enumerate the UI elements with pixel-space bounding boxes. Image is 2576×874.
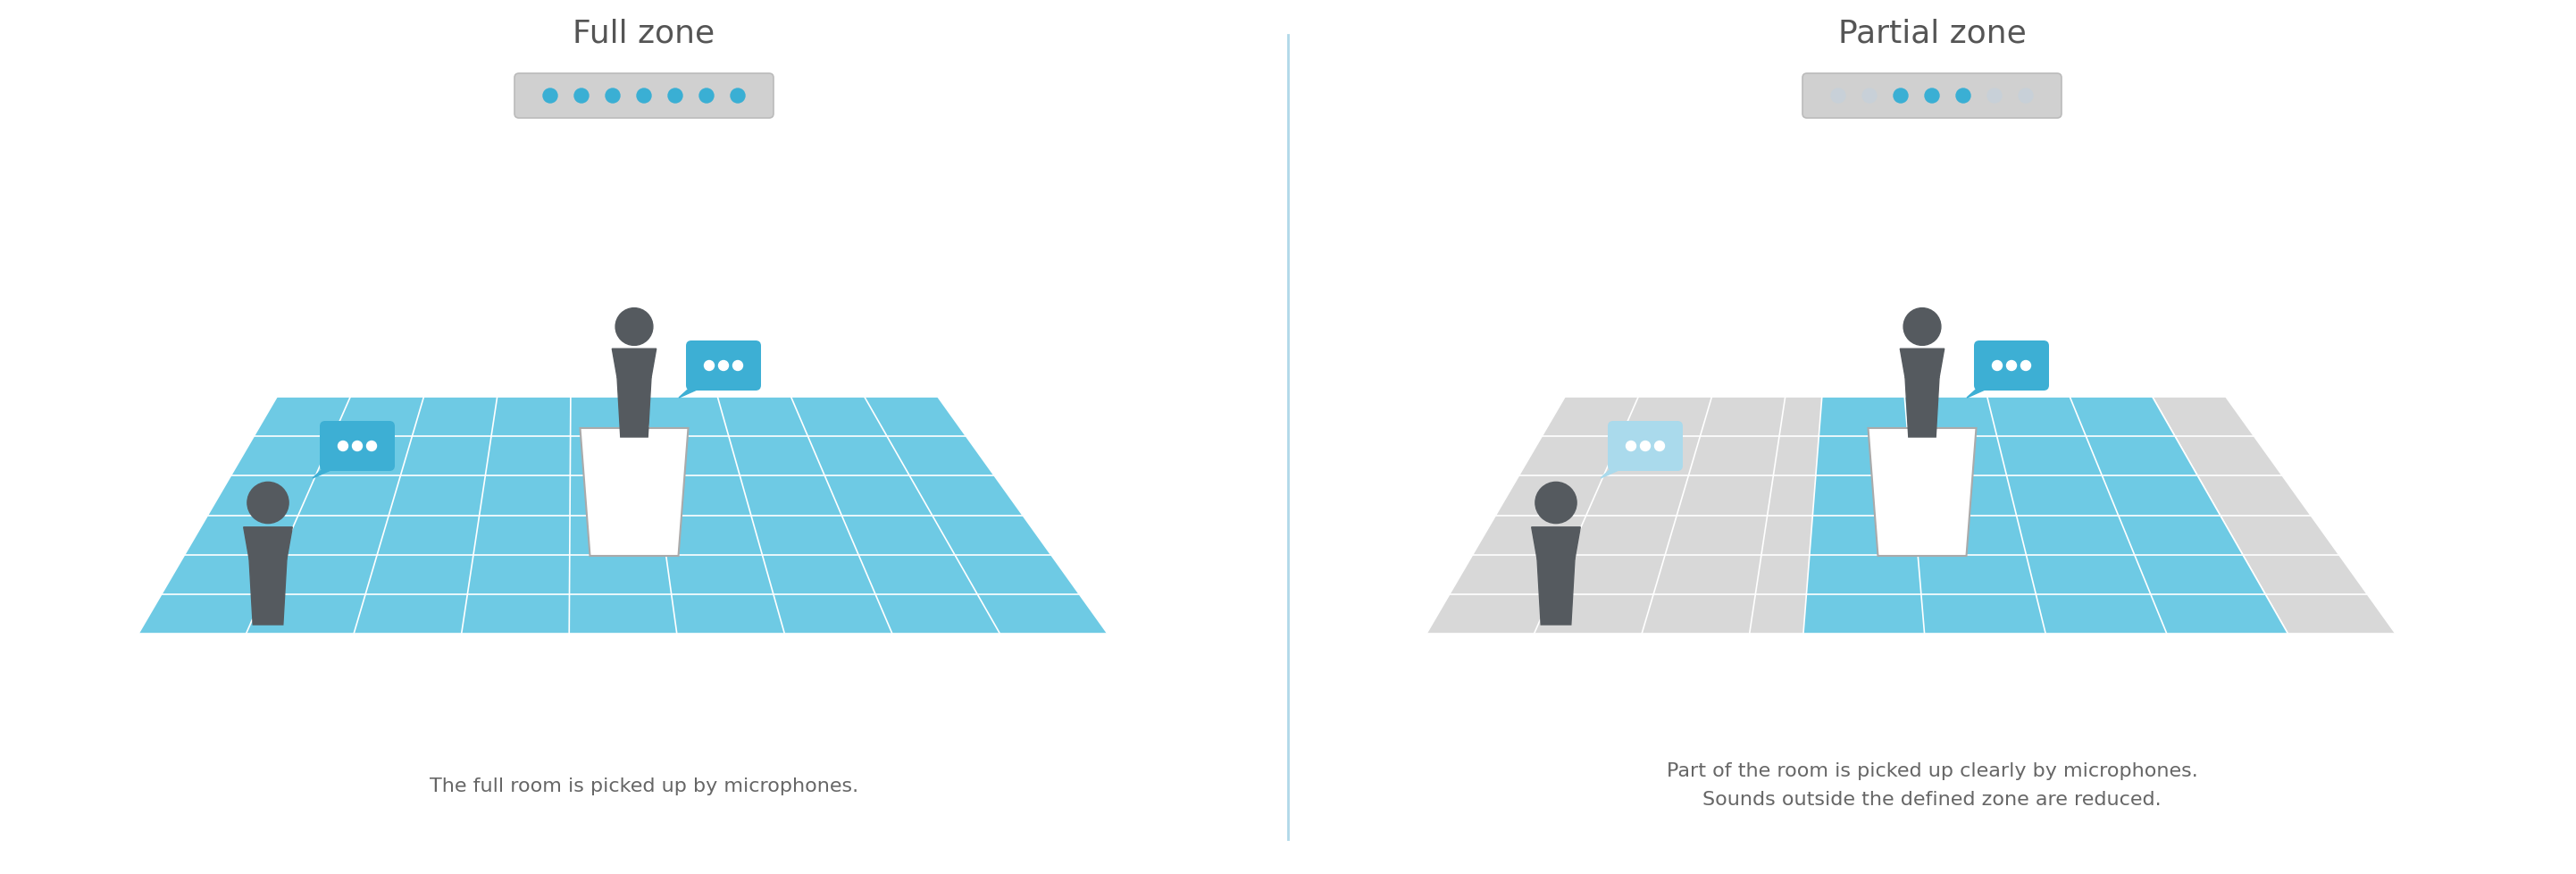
- Circle shape: [616, 309, 652, 346]
- Circle shape: [667, 89, 683, 103]
- Circle shape: [1832, 89, 1844, 103]
- Text: The full room is picked up by microphones.: The full room is picked up by microphone…: [430, 777, 858, 794]
- Text: Full zone: Full zone: [572, 18, 716, 49]
- FancyBboxPatch shape: [685, 341, 760, 391]
- Polygon shape: [1968, 382, 1999, 399]
- Polygon shape: [139, 398, 1108, 634]
- Circle shape: [1641, 441, 1651, 451]
- Circle shape: [1904, 309, 1940, 346]
- Polygon shape: [250, 559, 286, 625]
- Circle shape: [544, 89, 556, 103]
- Polygon shape: [580, 428, 688, 556]
- Polygon shape: [312, 462, 345, 478]
- FancyBboxPatch shape: [515, 74, 773, 119]
- Polygon shape: [1427, 398, 2396, 634]
- Circle shape: [636, 89, 652, 103]
- Circle shape: [734, 361, 742, 371]
- Polygon shape: [618, 378, 652, 438]
- Circle shape: [732, 89, 744, 103]
- Circle shape: [698, 89, 714, 103]
- Polygon shape: [1901, 350, 1945, 378]
- Polygon shape: [1868, 428, 1976, 556]
- Circle shape: [703, 361, 714, 371]
- FancyBboxPatch shape: [319, 421, 394, 471]
- Circle shape: [353, 441, 363, 451]
- Circle shape: [719, 361, 729, 371]
- Text: Part of the room is picked up clearly by microphones.: Part of the room is picked up clearly by…: [1667, 761, 2197, 780]
- Circle shape: [1924, 89, 1940, 103]
- Text: Sounds outside the defined zone are reduced.: Sounds outside the defined zone are redu…: [1703, 790, 2161, 808]
- Circle shape: [337, 441, 348, 451]
- Circle shape: [1625, 441, 1636, 451]
- Circle shape: [605, 89, 621, 103]
- Circle shape: [574, 89, 590, 103]
- Polygon shape: [1803, 398, 2287, 634]
- Circle shape: [1991, 361, 2002, 371]
- FancyBboxPatch shape: [1607, 421, 1682, 471]
- Circle shape: [1862, 89, 1878, 103]
- Circle shape: [2022, 361, 2030, 371]
- Polygon shape: [613, 350, 657, 378]
- Circle shape: [366, 441, 376, 451]
- Circle shape: [1893, 89, 1909, 103]
- Circle shape: [1654, 441, 1664, 451]
- FancyBboxPatch shape: [1803, 74, 2061, 119]
- FancyBboxPatch shape: [1973, 341, 2048, 391]
- Polygon shape: [1600, 462, 1633, 478]
- Circle shape: [1955, 89, 1971, 103]
- Circle shape: [1535, 482, 1577, 524]
- Polygon shape: [1906, 378, 1940, 438]
- Polygon shape: [245, 527, 291, 559]
- Circle shape: [2020, 89, 2032, 103]
- Circle shape: [1986, 89, 2002, 103]
- Circle shape: [2007, 361, 2017, 371]
- Circle shape: [247, 482, 289, 524]
- Polygon shape: [1533, 527, 1579, 559]
- Polygon shape: [680, 382, 711, 399]
- Polygon shape: [1538, 559, 1574, 625]
- Text: Partial zone: Partial zone: [1837, 18, 2027, 49]
